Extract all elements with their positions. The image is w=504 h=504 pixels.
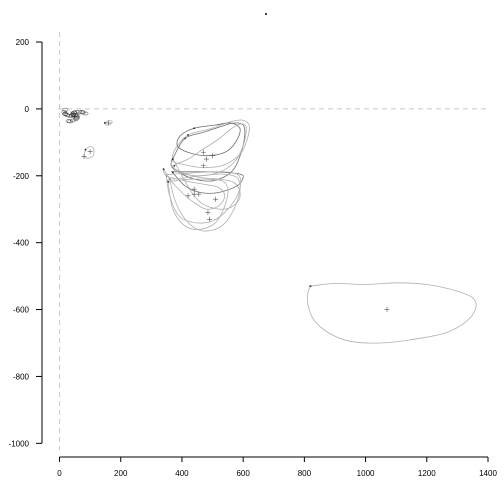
outline-start-2 [187,134,189,136]
y-tick-label: -1000 [9,439,30,448]
cluster-loop [62,111,69,116]
outline-start-10 [162,168,165,171]
cluster-loop [73,110,79,114]
centroid-marker [81,153,87,159]
centroid-marker [191,191,197,197]
x-tick-label: 800 [298,469,312,478]
y-tick-label: 0 [25,105,30,114]
outline-start-3 [193,127,196,130]
centroid-marks [75,112,390,313]
reference-lines [58,32,488,450]
outline-start-4 [171,158,174,160]
centroid-marker [75,112,81,118]
y-tick-label: -400 [13,239,30,248]
cluster-loop [73,115,80,120]
cluster-loop [82,111,89,116]
cluster-loop [79,110,86,115]
x-tick-label: 600 [236,469,250,478]
centroid-marker [210,153,216,159]
cluster-marks [61,107,89,124]
centroid-marker [105,120,111,126]
y-tick-label: 200 [16,38,30,47]
x-tick-label: 400 [175,469,189,478]
centroid-marker [196,191,202,197]
centroid-marker [200,163,206,169]
data-outlines [83,119,477,344]
x-axis: 0 200 400 600 800 1000 1200 1400 [57,456,497,478]
outline-9 [173,123,247,177]
outline-start-12 [84,148,87,151]
x-tick-label: 0 [57,469,62,478]
cluster-loop [69,118,76,123]
cluster-loop [65,119,72,123]
outline-start-8 [167,180,170,183]
outline-start-11 [309,285,312,288]
centroid-marker [191,186,197,192]
outline-3 [176,122,241,157]
cluster-loop [68,113,75,118]
x-tick-label: 1200 [418,469,436,478]
outline-11 [307,282,477,344]
x-tick-label: 200 [114,469,128,478]
centroid-marker [213,196,219,202]
centroid-marker [185,193,191,199]
centroid-marker [200,149,206,155]
centroid-marker [87,149,93,155]
cluster-loop [76,109,83,114]
cluster-loop [71,110,78,115]
stray-dot [265,13,267,15]
y-tick-label: -200 [13,172,30,181]
outline-start-9 [173,164,176,167]
outline-7 [166,171,242,224]
x-tick-label: 1400 [479,469,497,478]
outline-1 [170,122,246,182]
cluster-loop [62,107,69,112]
centroid-marker [384,307,390,313]
centroid-marker [205,210,211,216]
outline-start-13 [103,122,106,124]
y-tick-label: -600 [13,306,30,315]
centroid-marker [203,156,209,162]
x-tick-label: 1000 [357,469,375,478]
y-tick-label: -800 [13,372,30,381]
outline-start-5 [171,171,174,174]
y-axis: 200 0 -200 -400 -600 -800 -1000 [9,38,43,448]
outline-10 [162,168,226,210]
centroid-marker [206,216,212,222]
